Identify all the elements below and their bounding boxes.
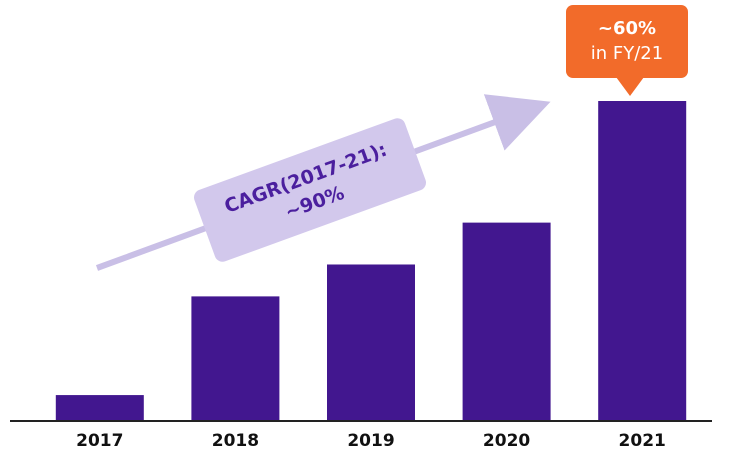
bar xyxy=(191,296,280,420)
bar xyxy=(55,395,144,420)
x-tick-label: 2018 xyxy=(212,431,259,451)
x-tick-label: 2020 xyxy=(483,431,530,451)
callout-text: in FY/21 xyxy=(591,43,663,64)
cagr-box: CAGR(2017-21): ~90% xyxy=(194,118,426,262)
x-tick-label: 2017 xyxy=(76,431,123,451)
cagr-background xyxy=(194,118,426,262)
callout: ~60% in FY/21 xyxy=(566,5,688,96)
callout-background xyxy=(566,5,688,78)
callout-pointer xyxy=(616,77,644,96)
bar xyxy=(598,101,687,420)
x-tick-label: 2019 xyxy=(347,431,394,451)
bar xyxy=(327,264,415,420)
x-tick-label: 2021 xyxy=(619,431,666,451)
bar xyxy=(462,222,551,420)
callout-value: ~60% xyxy=(598,18,656,39)
